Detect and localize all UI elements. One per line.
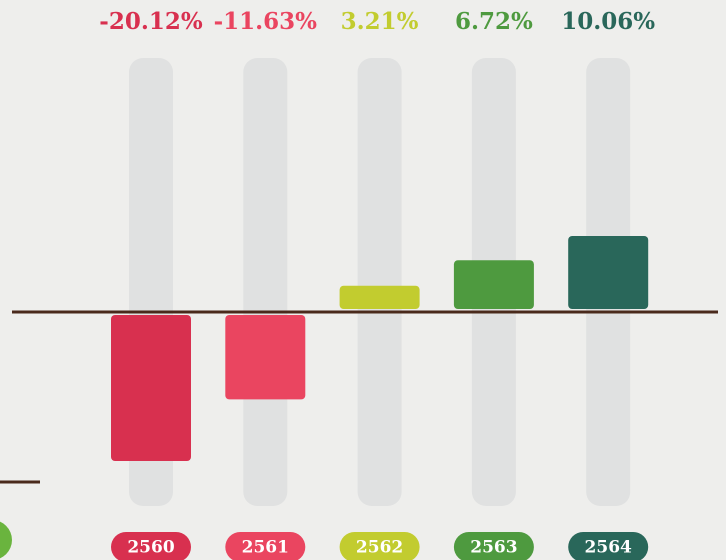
x-tick-label: 2561 [242,538,289,558]
value-label: 10.06% [561,8,655,35]
category-pill [568,532,649,560]
category-pill [111,532,191,560]
x-tick-label: 2560 [127,538,174,558]
x-tick-label: 2562 [356,538,403,558]
decor-dot [0,521,12,559]
bar [453,260,534,309]
labels: -20.12% 2560 -11.63% 2561 3.21% 2562 6.72% 2563… [99,8,655,560]
bar [568,236,649,309]
value-label: 6.72% [455,8,533,35]
category-pill [339,532,420,560]
bar [225,315,306,400]
value-label: -20.12% [99,8,203,35]
value-label: -11.63% [214,8,318,35]
bars [111,236,649,461]
bar [339,285,420,309]
value-label: 3.21% [341,8,419,35]
bar [111,315,191,461]
track [243,58,288,506]
x-tick-label: 2564 [585,538,632,558]
track [357,58,402,506]
category-pill [453,532,534,560]
category-pill [225,532,306,560]
x-tick-label: 2563 [470,538,517,558]
